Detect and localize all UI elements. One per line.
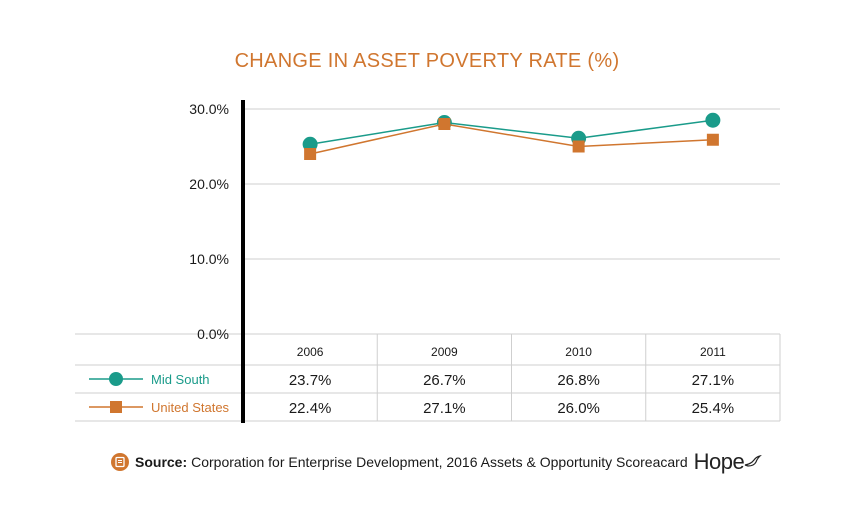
x-category-label: 2010 bbox=[565, 345, 592, 359]
data-point bbox=[706, 133, 719, 146]
legend-marker bbox=[110, 401, 122, 413]
legend-marker bbox=[109, 372, 123, 386]
series bbox=[89, 112, 721, 413]
table-value: 25.4% bbox=[692, 400, 735, 417]
bird-logo-icon bbox=[745, 455, 763, 467]
table-value: 26.0% bbox=[557, 400, 600, 417]
data-table bbox=[75, 333, 781, 422]
data-point bbox=[438, 118, 451, 130]
legend-label: Mid South bbox=[151, 372, 210, 387]
document-icon bbox=[111, 453, 129, 471]
y-tick-label: 20.0% bbox=[189, 176, 229, 192]
table-value: 22.4% bbox=[289, 400, 332, 417]
x-category-label: 2011 bbox=[700, 345, 726, 359]
series-line bbox=[310, 119, 713, 145]
table-value: 27.1% bbox=[423, 400, 466, 417]
data-point bbox=[572, 140, 585, 153]
source-text: Corporation for Enterprise Development, … bbox=[191, 454, 688, 470]
y-tick-label: 30.0% bbox=[189, 101, 229, 117]
labels: 0.0% 10.0% 20.0% 30.0% 2006 2009 2010 2011 23.7%… bbox=[151, 101, 734, 417]
data-point bbox=[304, 148, 317, 160]
source-line: Source: Corporation for Enterprise Devel… bbox=[111, 449, 763, 474]
table-value: 26.8% bbox=[557, 372, 600, 389]
y-tick-label: 10.0% bbox=[189, 251, 229, 267]
hope-logo: Hope bbox=[693, 449, 745, 474]
source-label: Source: bbox=[135, 454, 188, 470]
x-category-label: 2009 bbox=[431, 345, 458, 359]
legend-label: United States bbox=[151, 400, 230, 415]
x-category-label: 2006 bbox=[297, 345, 324, 359]
y-tick-label: 0.0% bbox=[197, 326, 229, 342]
table-value: 26.7% bbox=[423, 372, 466, 389]
table-value: 27.1% bbox=[692, 372, 735, 389]
series-line bbox=[309, 123, 713, 155]
table-value: 23.7% bbox=[289, 372, 332, 389]
data-point bbox=[705, 112, 721, 128]
chart-title: CHANGE IN ASSET POVERTY RATE (%) bbox=[234, 50, 620, 72]
